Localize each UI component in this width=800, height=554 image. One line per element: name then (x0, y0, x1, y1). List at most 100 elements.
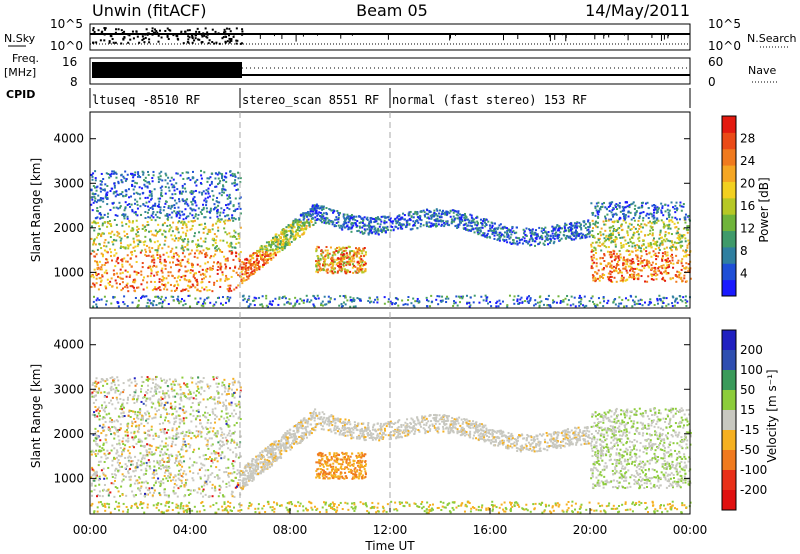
scatter-cell (325, 211, 328, 214)
scatter-cell (500, 227, 503, 230)
colorbar-frame (721, 115, 737, 297)
scatter-cell (343, 258, 346, 261)
scatter-cell (662, 302, 665, 305)
scatter-cell (245, 275, 248, 278)
scatter-cell (164, 185, 167, 188)
scatter-cell (330, 257, 333, 260)
noise-point (191, 37, 194, 40)
scatter-cell (187, 289, 190, 292)
scatter-cell (182, 213, 185, 216)
scatter-cell (194, 209, 197, 212)
scatter-cell (255, 269, 258, 272)
scatter-cell (594, 205, 597, 208)
scatter-cell (366, 228, 369, 231)
scatter-cell (234, 266, 237, 269)
scatter-cell (411, 227, 414, 230)
scatter-cell (403, 214, 406, 217)
scatter-cell (229, 242, 232, 245)
scatter-cell (540, 300, 543, 303)
scatter-cell (132, 237, 135, 240)
scatter-cell (312, 210, 315, 213)
scatter-cell (236, 183, 239, 186)
scatter-cell (110, 302, 113, 305)
scatter-cell (358, 262, 361, 265)
scatter-cell (118, 276, 121, 279)
scatter-cell (187, 220, 190, 223)
scatter-cell (552, 301, 555, 304)
scatter-cell (438, 212, 441, 215)
scatter-cell (102, 178, 105, 181)
scatter-cell (293, 226, 296, 229)
scatter-cell (656, 217, 659, 220)
scatter-cell (603, 253, 606, 256)
scatter-cell (155, 271, 158, 274)
scatter-cell (187, 393, 190, 396)
scatter-cell (637, 230, 640, 233)
scatter-cell (395, 220, 398, 223)
scatter-cell (129, 394, 132, 397)
scatter-cell (146, 301, 149, 304)
scatter-cell (132, 176, 135, 179)
noise-point (151, 30, 154, 33)
scatter-cell (140, 270, 143, 273)
scatter-cell (652, 278, 655, 281)
scatter-cell (95, 189, 98, 192)
scatter-cell (317, 255, 320, 258)
scatter-cell (576, 225, 579, 228)
scatter-cell (453, 302, 456, 305)
scatter-cell (409, 219, 412, 222)
scatter-cell (179, 237, 182, 240)
scatter-cell (663, 247, 666, 250)
scatter-cell (148, 230, 151, 233)
scatter-cell (631, 305, 634, 308)
scatter-cell (253, 296, 256, 299)
scatter-cell (225, 274, 228, 277)
scatter-cell (121, 287, 124, 290)
scatter-cell (562, 299, 565, 302)
scatter-cell (143, 276, 146, 279)
scatter-cell (373, 225, 376, 228)
scatter-cell (352, 257, 355, 260)
scatter-cell (319, 267, 322, 270)
scatter-cell (106, 220, 109, 223)
scatter-cell (354, 253, 357, 256)
scatter-cell (234, 231, 237, 234)
scatter-cell (224, 215, 227, 218)
scatter-cell (294, 302, 297, 305)
scatter-cell (264, 248, 267, 251)
scatter-cell (661, 240, 664, 243)
scatter-cell (175, 280, 178, 283)
scatter-cell (151, 233, 154, 236)
scatter-cell (173, 234, 176, 237)
scatter-cell (332, 211, 335, 214)
scatter-cell (148, 190, 151, 193)
scatter-cell (164, 267, 167, 270)
scatter-cell (100, 268, 103, 271)
scatter-cell (133, 281, 136, 284)
scatter-cell (286, 241, 289, 244)
scatter-cell (327, 256, 330, 259)
scatter-cell (185, 226, 188, 229)
scatter-cell (483, 232, 486, 235)
scatter-cell (518, 301, 521, 304)
scatter-cell (586, 232, 589, 235)
scatter-cell (640, 254, 643, 257)
scatter-cell (234, 265, 237, 268)
scatter-cell (202, 208, 205, 211)
scatter-cell (148, 200, 151, 203)
scatter-cell (287, 301, 290, 304)
scatter-cell (640, 206, 643, 209)
scatter-cell (302, 301, 305, 304)
scatter-cell (648, 262, 651, 265)
scatter-cell (544, 240, 547, 243)
scatter-cell (641, 265, 644, 268)
scatter-cell (103, 189, 106, 192)
scatter-cell (665, 238, 668, 241)
scatter-cell (620, 271, 623, 274)
scatter-cell (349, 296, 352, 299)
scatter-cell (271, 236, 274, 239)
scatter-cell (511, 225, 514, 228)
scatter-cell (156, 240, 159, 243)
scatter-cell (466, 229, 469, 232)
scatter-cell (546, 298, 549, 301)
